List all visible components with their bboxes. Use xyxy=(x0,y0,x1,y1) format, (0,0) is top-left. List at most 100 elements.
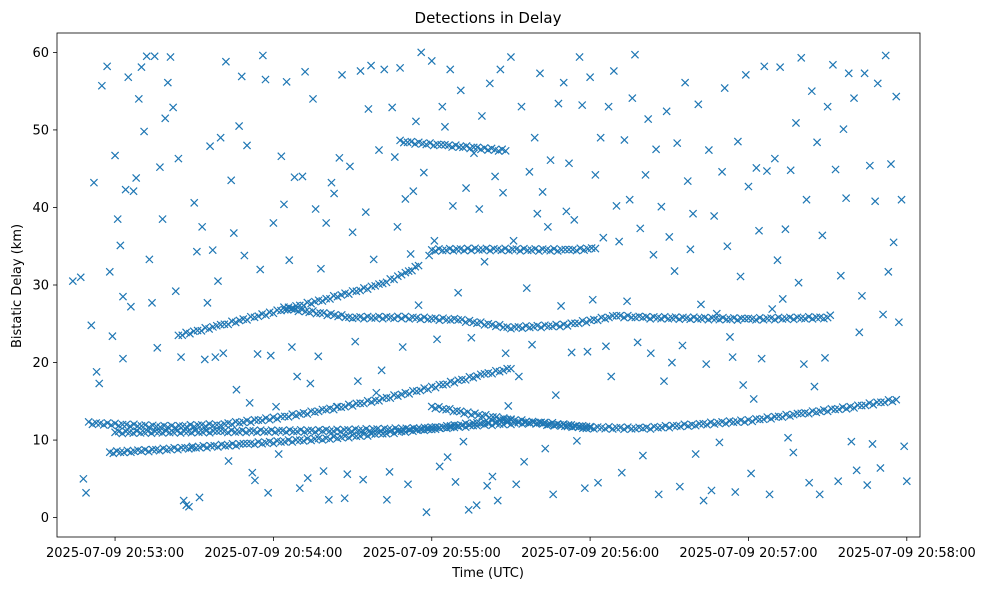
marker-stroke xyxy=(876,398,885,407)
marker-stroke xyxy=(474,245,483,254)
marker-stroke xyxy=(154,427,163,436)
track-f-marker xyxy=(359,314,368,323)
marker-stroke xyxy=(141,420,150,430)
noise-marker xyxy=(258,51,267,60)
noise-marker xyxy=(509,236,518,245)
track-e-marker xyxy=(178,331,187,340)
marker-stroke xyxy=(642,312,651,321)
marker-stroke xyxy=(372,388,381,397)
track-c-marker xyxy=(260,427,269,436)
marker-stroke xyxy=(707,486,716,495)
marker-stroke xyxy=(161,426,171,435)
marker-stroke xyxy=(227,317,236,326)
marker-stroke xyxy=(578,101,587,110)
marker-stroke xyxy=(546,420,555,429)
marker-stroke xyxy=(401,388,410,397)
noise-marker xyxy=(269,218,278,227)
noise-marker xyxy=(786,166,795,175)
marker-stroke xyxy=(457,375,466,384)
noise-marker xyxy=(469,149,479,158)
noise-marker xyxy=(641,170,650,179)
track-e-marker xyxy=(318,296,327,306)
track-c-marker xyxy=(499,420,508,429)
noise-marker xyxy=(140,127,149,136)
noise-marker xyxy=(433,335,442,344)
noise-marker xyxy=(206,142,215,151)
track-h-marker xyxy=(572,246,581,255)
marker-stroke xyxy=(472,418,482,427)
marker-stroke xyxy=(463,408,472,417)
track-a-marker xyxy=(303,409,312,419)
noise-marker xyxy=(356,66,365,76)
marker-stroke xyxy=(303,434,312,443)
marker-stroke xyxy=(198,222,207,231)
noise-marker xyxy=(401,194,410,203)
noise-marker xyxy=(118,292,128,301)
marker-stroke xyxy=(808,407,817,416)
marker-stroke xyxy=(482,244,491,253)
marker-stroke xyxy=(76,273,85,282)
noise-marker xyxy=(620,135,629,145)
track-c-marker xyxy=(202,426,211,435)
marker-stroke xyxy=(269,413,278,422)
marker-stroke xyxy=(193,326,202,335)
marker-stroke xyxy=(427,382,436,391)
marker-stroke xyxy=(386,313,395,322)
marker-stroke xyxy=(123,446,132,455)
marker-stroke xyxy=(161,114,170,123)
marker-stroke xyxy=(884,267,893,276)
track-c-marker xyxy=(223,428,232,437)
marker-stroke xyxy=(816,313,825,322)
marker-stroke xyxy=(543,222,552,231)
noise-marker xyxy=(646,349,655,358)
track-f-marker xyxy=(789,315,798,324)
noise-marker xyxy=(844,69,853,78)
track-f-marker xyxy=(563,321,572,330)
marker-stroke xyxy=(748,314,757,323)
noise-marker xyxy=(446,65,455,74)
track-a-marker xyxy=(284,412,293,421)
track-c-marker xyxy=(537,418,546,427)
marker-stroke xyxy=(608,311,617,320)
y-tick-label: 0 xyxy=(41,511,49,526)
track-a-marker xyxy=(99,420,108,429)
noise-marker xyxy=(245,398,254,407)
marker-stroke xyxy=(503,322,512,332)
marker-stroke xyxy=(501,244,510,253)
marker-stroke xyxy=(491,172,500,181)
marker-stroke xyxy=(284,436,293,445)
marker-stroke xyxy=(751,315,761,324)
noise-marker xyxy=(607,372,616,381)
marker-stroke xyxy=(287,304,296,313)
marker-stroke xyxy=(616,311,625,320)
marker-stroke xyxy=(774,412,783,421)
marker-stroke xyxy=(488,421,497,430)
marker-stroke xyxy=(444,141,453,150)
marker-stroke xyxy=(341,289,350,298)
marker-stroke xyxy=(540,321,549,330)
marker-stroke xyxy=(495,320,504,329)
marker-stroke xyxy=(340,494,349,503)
noise-marker xyxy=(261,75,270,84)
marker-stroke xyxy=(396,63,405,72)
noise-marker xyxy=(739,381,748,390)
marker-stroke xyxy=(514,372,523,381)
y-tick-label: 30 xyxy=(32,279,49,294)
marker-stroke xyxy=(206,441,215,450)
noise-marker xyxy=(248,468,257,477)
marker-stroke xyxy=(125,428,134,437)
track-c-marker xyxy=(194,428,203,437)
noise-marker xyxy=(372,388,381,397)
noise-marker xyxy=(583,347,592,356)
track-d-marker xyxy=(557,421,566,430)
track-f-marker xyxy=(785,313,794,322)
marker-stroke xyxy=(79,474,88,483)
track-h-marker xyxy=(497,246,506,255)
noise-marker xyxy=(340,494,349,503)
marker-stroke xyxy=(414,301,423,310)
marker-stroke xyxy=(435,380,444,389)
noise-marker xyxy=(311,204,320,214)
marker-stroke xyxy=(575,53,584,62)
marker-stroke xyxy=(440,122,449,131)
noise-marker xyxy=(87,321,96,330)
